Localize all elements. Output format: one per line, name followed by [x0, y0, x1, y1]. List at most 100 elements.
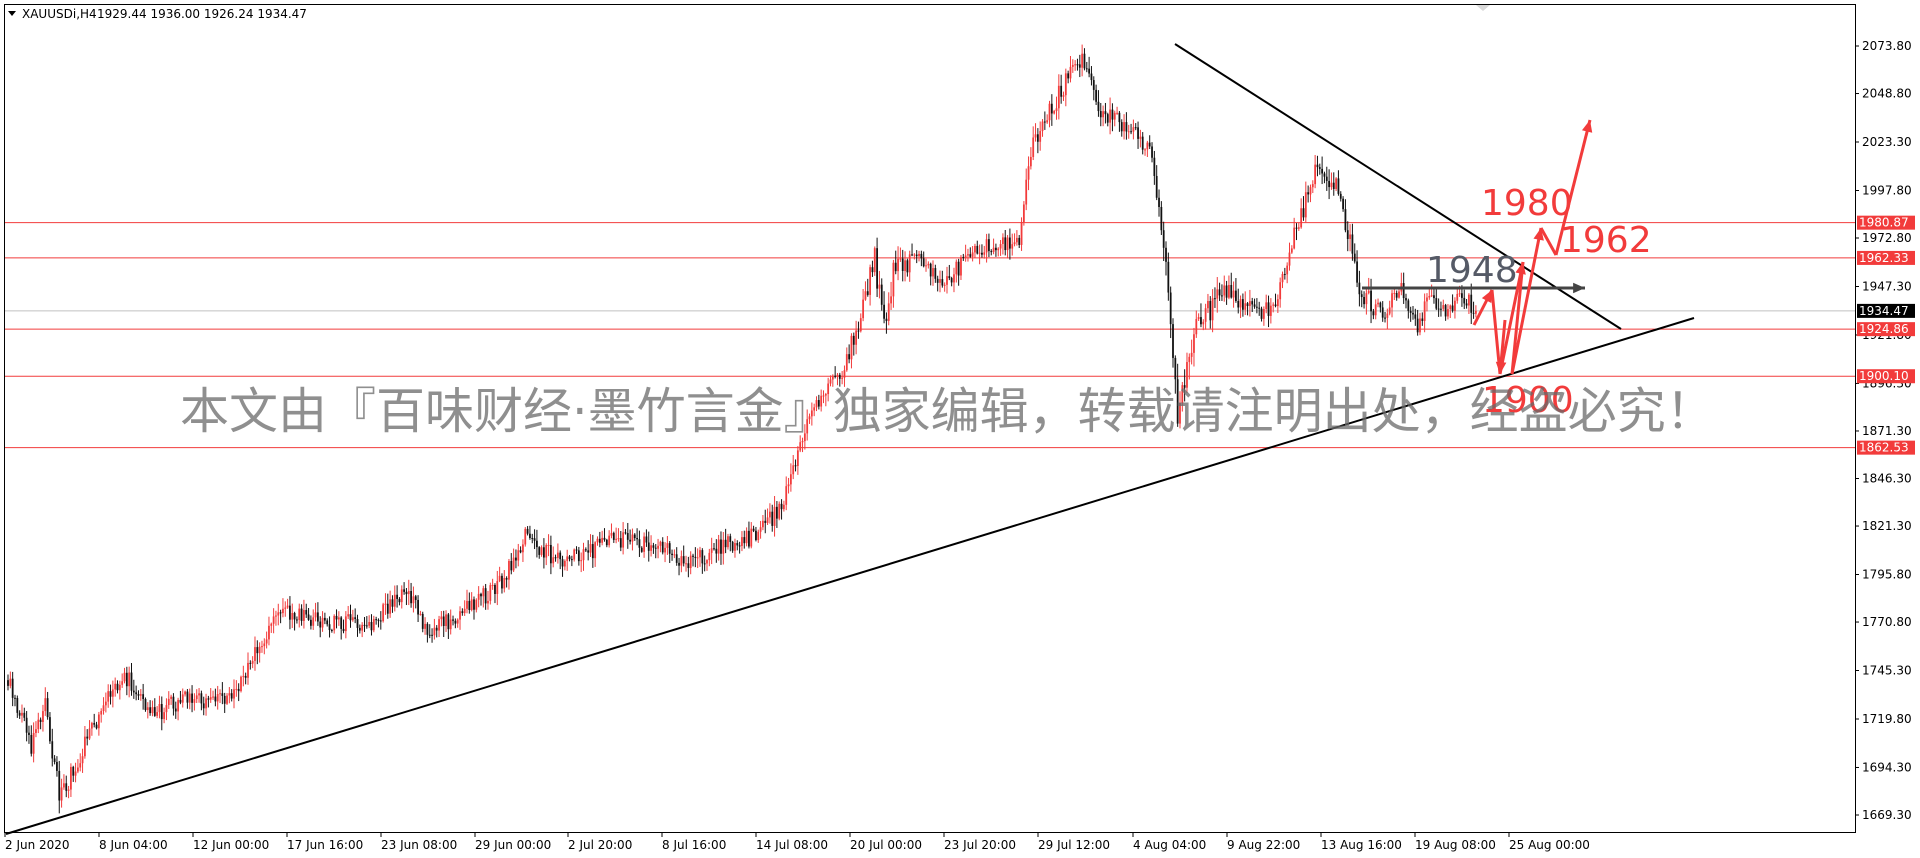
candle-body: [1395, 293, 1398, 298]
candle-body: [997, 248, 1000, 251]
candle-body: [298, 608, 301, 620]
candle-body: [834, 375, 837, 377]
candle-body: [838, 374, 841, 379]
candle-body: [466, 600, 468, 609]
candle-body: [275, 615, 277, 617]
candle-body: [37, 719, 40, 730]
candle-body: [261, 646, 263, 648]
forecast-leg[interactable]: [1490, 289, 1502, 375]
candle-body: [999, 244, 1002, 249]
candle-body: [1430, 295, 1433, 297]
candle-body: [314, 612, 317, 618]
candle-body: [638, 539, 641, 548]
candle-body: [153, 707, 156, 716]
ohlc-values: 1929.44 1936.00 1926.24 1934.47: [97, 7, 307, 21]
candle-body: [487, 600, 489, 604]
candle-body: [1118, 112, 1121, 123]
candle-body: [219, 693, 221, 695]
candle-body: [272, 616, 275, 624]
candle-body: [1332, 182, 1335, 190]
candle-body: [191, 693, 193, 703]
candle-body: [459, 611, 461, 620]
candle-body: [463, 608, 466, 614]
candle-body: [347, 614, 350, 617]
candle-body: [212, 696, 214, 698]
candle-body: [1414, 314, 1417, 319]
forecast-leg[interactable]: [1510, 261, 1525, 375]
candle-body: [1106, 114, 1109, 123]
candle-body: [936, 278, 939, 283]
forecast-arrow[interactable]: [1554, 119, 1592, 256]
candle-body: [556, 552, 559, 558]
candle-body: [1458, 293, 1461, 295]
candle-body: [1386, 313, 1389, 318]
falling-resistance-trendline[interactable]: [1174, 43, 1622, 330]
time-axis[interactable]: 2 Jun 2020 8 Jun 04:00 12 Jun 00:00 17 Jun …: [4, 832, 1590, 852]
candle-body: [1363, 296, 1365, 305]
candle-body: [953, 274, 955, 283]
candle-body: [433, 627, 436, 636]
forecast-leg[interactable]: [1539, 227, 1558, 256]
candle-body: [633, 534, 636, 539]
candle-body: [1158, 197, 1160, 207]
candle-body: [1416, 318, 1419, 333]
candle-body: [365, 625, 368, 627]
candle-body: [46, 698, 49, 718]
candle-body: [233, 689, 235, 699]
candle-body: [14, 697, 16, 699]
candle-body: [1349, 234, 1351, 240]
candle-body: [594, 542, 597, 559]
candle-body: [524, 528, 527, 545]
candle-body: [1174, 357, 1177, 380]
candle-body: [1235, 290, 1237, 301]
x-tick-label: 2 Jun 2020: [5, 838, 70, 852]
collapse-triangle-icon[interactable]: [8, 11, 16, 16]
candle-body: [431, 634, 433, 636]
candle-body: [370, 621, 373, 631]
candle-body: [505, 577, 508, 580]
candle-body: [785, 486, 788, 505]
y-tick-label: 1997.80: [1862, 183, 1912, 197]
candle-body: [1048, 103, 1051, 121]
candle-body: [703, 563, 706, 565]
candle-body: [792, 465, 795, 475]
forecast-arrow[interactable]: [1510, 227, 1543, 375]
rising-support-trendline[interactable]: [5, 317, 1695, 835]
candle-body: [1200, 317, 1202, 325]
plot-frame: [4, 4, 1856, 833]
candle-body: [1130, 131, 1132, 133]
candle-body: [1197, 317, 1200, 319]
price-axis[interactable]: 2073.80 2048.80 2023.30 1997.80 1972.80 1947.…: [1855, 39, 1912, 822]
price-tag-label: 1900.10: [1859, 369, 1909, 383]
candle-body: [596, 538, 599, 543]
scroll-marker-icon[interactable]: [1476, 5, 1490, 11]
candle-body: [568, 556, 571, 560]
candle-body: [174, 708, 177, 712]
candle-body: [1216, 289, 1219, 299]
candle-body: [845, 354, 848, 371]
candle-body: [1286, 265, 1289, 275]
candle-body: [610, 532, 613, 536]
candle-body: [1162, 230, 1165, 248]
candle-body: [1029, 156, 1032, 167]
candle-body: [135, 692, 138, 695]
candle-body: [1377, 302, 1379, 305]
candle-body: [918, 253, 920, 257]
candle-body: [675, 554, 678, 563]
candle-body: [445, 614, 447, 627]
candle-body: [1032, 137, 1035, 157]
candle-body: [1335, 178, 1337, 190]
price-tag-label: 1962.33: [1859, 251, 1909, 265]
candle-body: [163, 712, 166, 720]
forecast-arrows: [1362, 119, 1593, 375]
candle-body: [1099, 111, 1102, 118]
candle-body: [142, 694, 145, 700]
candle-body: [1034, 134, 1037, 138]
candle-body: [1190, 352, 1193, 357]
candle-body: [1088, 68, 1091, 74]
candle-body: [782, 504, 785, 510]
forecast-arrow[interactable]: [1498, 261, 1525, 375]
candle-body: [214, 696, 217, 702]
candle-body: [759, 527, 762, 532]
